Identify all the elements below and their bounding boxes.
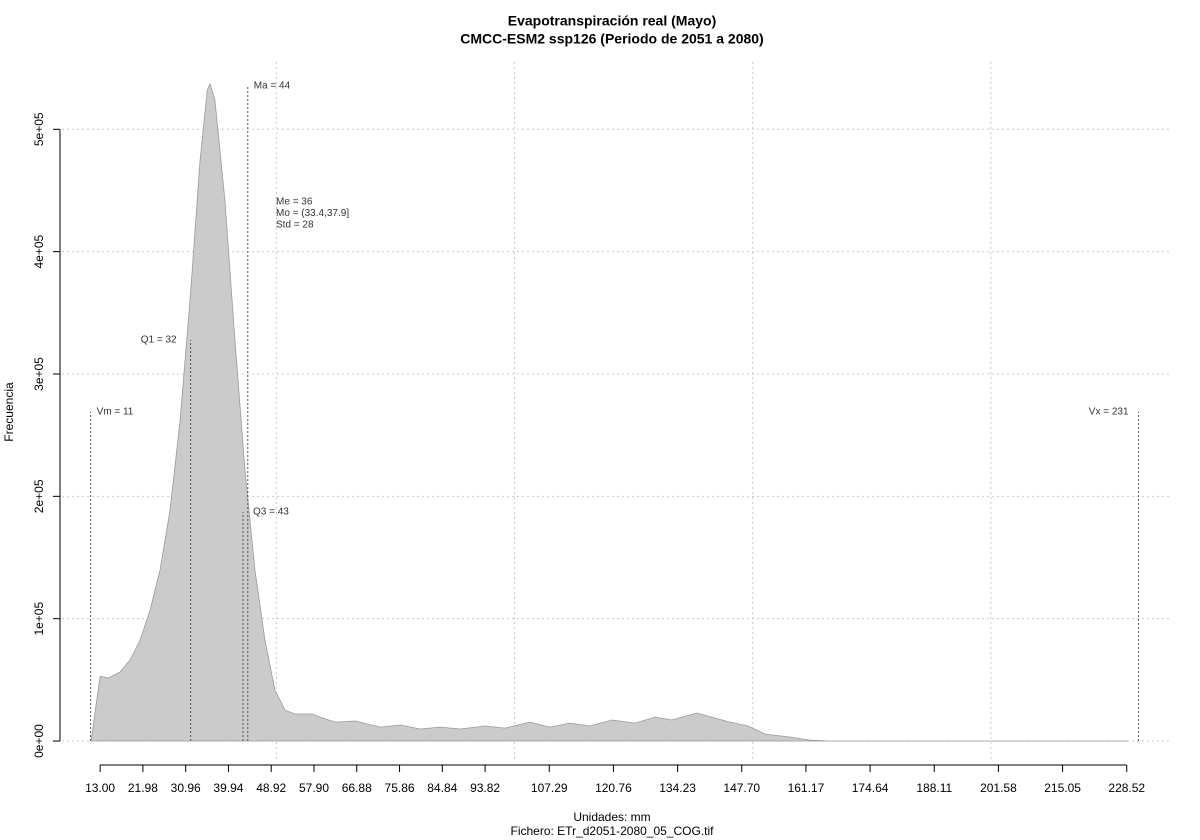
- stats-text: Me = 36: [276, 197, 313, 208]
- y-axis-label: Frecuencia: [2, 382, 16, 442]
- x-tick-label: 174.64: [852, 781, 889, 795]
- y-tick-label: 0e+00: [32, 724, 46, 758]
- x-tick-label: 107.29: [531, 781, 568, 795]
- x-tick-label: 215.05: [1044, 781, 1081, 795]
- x-tick-label: 30.96: [171, 781, 201, 795]
- marker-label: Q3 = 43: [253, 507, 289, 518]
- y-tick-label: 5e+05: [32, 112, 46, 146]
- stats-text: Mo = (33.4,37.9]: [276, 208, 349, 219]
- x-tick-label: 39.94: [213, 781, 243, 795]
- x-tick-label: 21.98: [128, 781, 158, 795]
- x-tick-label: 13.00: [85, 781, 115, 795]
- x-tick-label: 147.70: [723, 781, 760, 795]
- x-tick-label: 228.52: [1108, 781, 1145, 795]
- x-tick-label: 84.84: [427, 781, 457, 795]
- x-tick-label: 188.11: [916, 781, 952, 795]
- x-tick-label: 161.17: [788, 781, 825, 795]
- x-tick-label: 120.76: [595, 781, 632, 795]
- marker-label: Vm = 11: [97, 407, 134, 418]
- chart-subtitle: CMCC-ESM2 ssp126 (Periodo de 2051 a 2080…: [460, 31, 763, 47]
- chart-title: Evapotranspiración real (Mayo): [508, 13, 717, 29]
- stats-text: Std = 28: [276, 220, 314, 231]
- x-tick-label: 134.23: [659, 781, 696, 795]
- y-tick-label: 4e+05: [32, 234, 46, 268]
- caption: Fichero: ETr_d2051-2080_05_COG.tif: [511, 824, 715, 838]
- y-tick-label: 1e+05: [32, 602, 46, 636]
- x-tick-label: 93.82: [470, 781, 500, 795]
- y-tick-label: 2e+05: [32, 479, 46, 513]
- marker-label: Vx = 231: [1089, 407, 1129, 418]
- x-axis-label: Unidades: mm: [573, 810, 650, 824]
- marker-label: Q1 = 32: [141, 335, 177, 346]
- density-area: [90, 82, 1128, 742]
- x-tick-label: 66.88: [342, 781, 372, 795]
- marker-label: Ma = 44: [254, 81, 291, 92]
- x-tick-label: 48.92: [256, 781, 286, 795]
- x-tick-label: 75.86: [385, 781, 415, 795]
- x-tick-label: 201.58: [980, 781, 1017, 795]
- y-tick-label: 3e+05: [32, 357, 46, 391]
- x-tick-label: 57.90: [299, 781, 329, 795]
